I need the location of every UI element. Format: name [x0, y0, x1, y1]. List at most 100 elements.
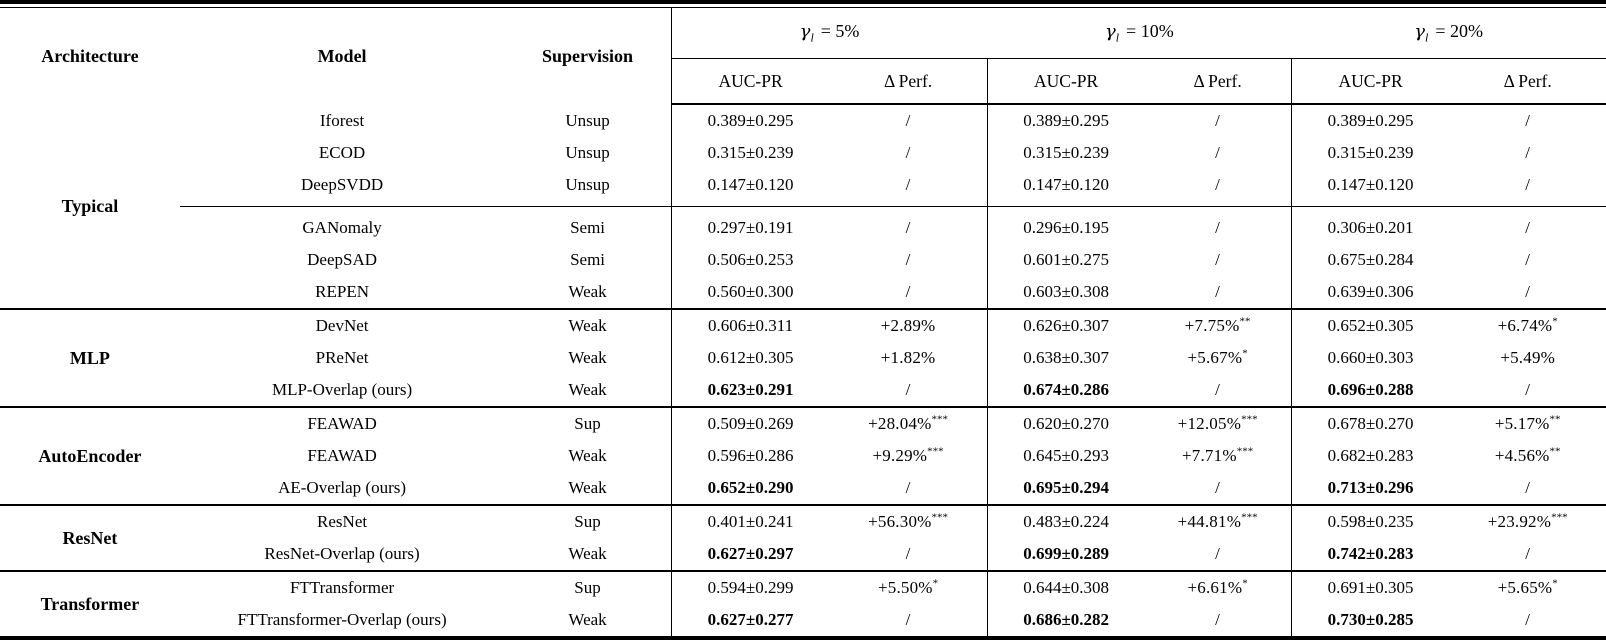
auc-pr-cell: 0.560±0.300: [670, 276, 830, 309]
auc-pr-cell: 0.306±0.201: [1290, 206, 1450, 244]
significance-stars: ***: [1551, 511, 1568, 524]
auc-pr-cell: 0.730±0.285: [1290, 604, 1450, 636]
model-cell: ResNet: [179, 504, 505, 538]
delta-perf-cell: +6.61%*: [1144, 570, 1292, 604]
delta-perf-cell: /: [905, 111, 911, 130]
delta-perf-cell: /: [1215, 111, 1221, 130]
auc-pr-cell: 0.695±0.294: [986, 472, 1145, 505]
auc-pr-cell: 0.389±0.295: [670, 104, 830, 137]
auc-pr-cell: 0.627±0.277: [670, 604, 830, 636]
auc-pr-cell: 0.598±0.235: [1290, 504, 1450, 538]
auc-pr-cell: 0.389±0.295: [986, 104, 1145, 137]
auc-pr-cell: 0.660±0.303: [1290, 342, 1450, 374]
auc-pr-cell: 0.612±0.305: [670, 342, 830, 374]
architecture-label: AutoEncoder: [0, 406, 180, 505]
auc-pr-header: AUC-PR: [986, 58, 1145, 105]
auc-pr-cell: 0.147±0.120: [986, 169, 1145, 207]
table-row: Typical Iforest Unsup 0.389±0.295 / 0.38…: [0, 104, 1606, 216]
significance-stars: *: [932, 577, 939, 590]
model-cell: DeepSAD: [307, 250, 378, 269]
delta-perf-cell: /: [1525, 143, 1531, 162]
supervision-cell: Weak: [568, 610, 607, 629]
delta-perf-cell: /: [1525, 282, 1531, 301]
model-cell: Iforest: [319, 110, 365, 130]
delta-perf-cell: /: [905, 478, 911, 497]
auc-pr-cell: 0.620±0.270: [986, 406, 1145, 440]
auc-pr-cell: 0.296±0.195: [986, 206, 1145, 244]
gamma-5-header: γl = 5%: [670, 7, 988, 59]
delta-perf-cell: +5.17%**: [1449, 406, 1606, 440]
delta-perf-cell: +5.65%*: [1449, 570, 1606, 604]
supervision-cell: Semi: [504, 206, 672, 244]
delta-perf-cell: /: [1525, 175, 1531, 194]
table-row: AE-Overlap (ours) Weak 0.652±0.290 / 0.6…: [0, 472, 1606, 505]
model-cell: DevNet: [179, 308, 505, 342]
auc-pr-cell: 0.606±0.311: [670, 308, 830, 342]
supervision-header: Supervision: [542, 45, 634, 66]
auc-pr-cell: 0.652±0.290: [670, 472, 830, 505]
auc-pr-cell: 0.389±0.295: [1290, 104, 1450, 137]
supervision-cell: Weak: [568, 282, 607, 301]
model-cell: GANomaly: [179, 206, 505, 244]
model-cell: FTTransformer-Overlap (ours): [237, 610, 447, 629]
delta-perf-header: Δ Perf.: [1144, 58, 1292, 105]
table-row: FTTransformer-Overlap (ours) Weak 0.627±…: [0, 604, 1606, 636]
significance-stars: **: [1239, 315, 1251, 328]
model-header: Model: [317, 45, 367, 66]
delta-perf-cell: /: [905, 380, 911, 399]
table-row: AutoEncoder FEAWAD Sup 0.509±0.269 +28.0…: [0, 406, 1606, 505]
delta-perf-cell: /: [1144, 206, 1292, 244]
auc-pr-cell: 0.401±0.241: [670, 504, 830, 538]
delta-perf-cell: /: [1215, 282, 1221, 301]
delta-perf-cell: +9.29%***: [872, 445, 944, 465]
table-row: MLP DevNet Weak 0.606±0.311 +2.89% 0.626…: [0, 308, 1606, 407]
auc-pr-cell: 0.696±0.288: [1290, 374, 1450, 407]
delta-perf-cell: /: [1215, 478, 1221, 497]
auc-pr-cell: 0.147±0.120: [1290, 169, 1450, 207]
auc-pr-cell: 0.682±0.283: [1290, 440, 1450, 472]
delta-perf-cell: /: [905, 175, 911, 194]
significance-stars: ***: [1241, 413, 1258, 426]
delta-perf-header: Δ Perf.: [1449, 58, 1606, 105]
model-cell: MLP-Overlap (ours): [271, 380, 413, 399]
auc-pr-cell: 0.594±0.299: [670, 570, 830, 604]
delta-perf-cell: /: [1525, 380, 1531, 399]
auc-pr-cell: 0.603±0.308: [986, 276, 1145, 309]
gamma-symbol: γ: [1104, 20, 1116, 42]
delta-perf-cell: /: [1215, 250, 1221, 269]
table-row: Transformer FTTransformer Sup 0.594±0.29…: [0, 570, 1606, 636]
auc-pr-cell: 0.691±0.305: [1290, 570, 1450, 604]
delta-perf-cell: /: [1525, 544, 1531, 563]
supervision-cell: Weak: [568, 446, 607, 465]
significance-stars: *: [1552, 315, 1558, 328]
auc-pr-cell: 0.315±0.239: [986, 137, 1145, 169]
delta-perf-header: Δ Perf.: [829, 58, 988, 105]
delta-perf-cell: /: [1525, 610, 1531, 629]
auc-pr-cell: 0.315±0.239: [1290, 137, 1450, 169]
significance-stars: **: [1549, 445, 1561, 458]
delta-perf-cell: +28.04%***: [829, 406, 988, 440]
supervision-cell: Unsup: [565, 143, 610, 162]
auc-pr-cell: 0.509±0.269: [670, 406, 830, 440]
delta-perf-cell: /: [905, 610, 911, 629]
auc-pr-cell: 0.596±0.286: [670, 440, 830, 472]
auc-pr-cell: 0.506±0.253: [670, 244, 830, 276]
auc-pr-cell: 0.678±0.270: [1290, 406, 1450, 440]
table-row: REPEN Weak 0.560±0.300 / 0.603±0.308 / 0…: [0, 276, 1606, 309]
delta-perf-cell: +4.56%**: [1494, 445, 1561, 465]
architecture-label: ResNet: [0, 504, 180, 571]
delta-perf-cell: /: [1525, 250, 1531, 269]
auc-pr-cell: 0.675±0.284: [1290, 244, 1450, 276]
auc-pr-cell: 0.638±0.307: [986, 342, 1145, 374]
auc-pr-cell: 0.483±0.224: [986, 504, 1145, 538]
significance-stars: ***: [931, 511, 949, 524]
delta-perf-cell: /: [905, 282, 911, 301]
architecture-label: MLP: [0, 308, 180, 407]
model-cell: ResNet-Overlap (ours): [264, 544, 420, 563]
supervision-cell: Semi: [570, 250, 606, 269]
delta-perf-cell: +2.89%: [829, 308, 988, 342]
significance-stars: *: [1242, 577, 1248, 590]
delta-perf-cell: +7.71%***: [1182, 445, 1254, 465]
table-row: ResNet ResNet Sup 0.401±0.241 +56.30%***…: [0, 504, 1606, 571]
delta-perf-cell: /: [1215, 143, 1221, 162]
